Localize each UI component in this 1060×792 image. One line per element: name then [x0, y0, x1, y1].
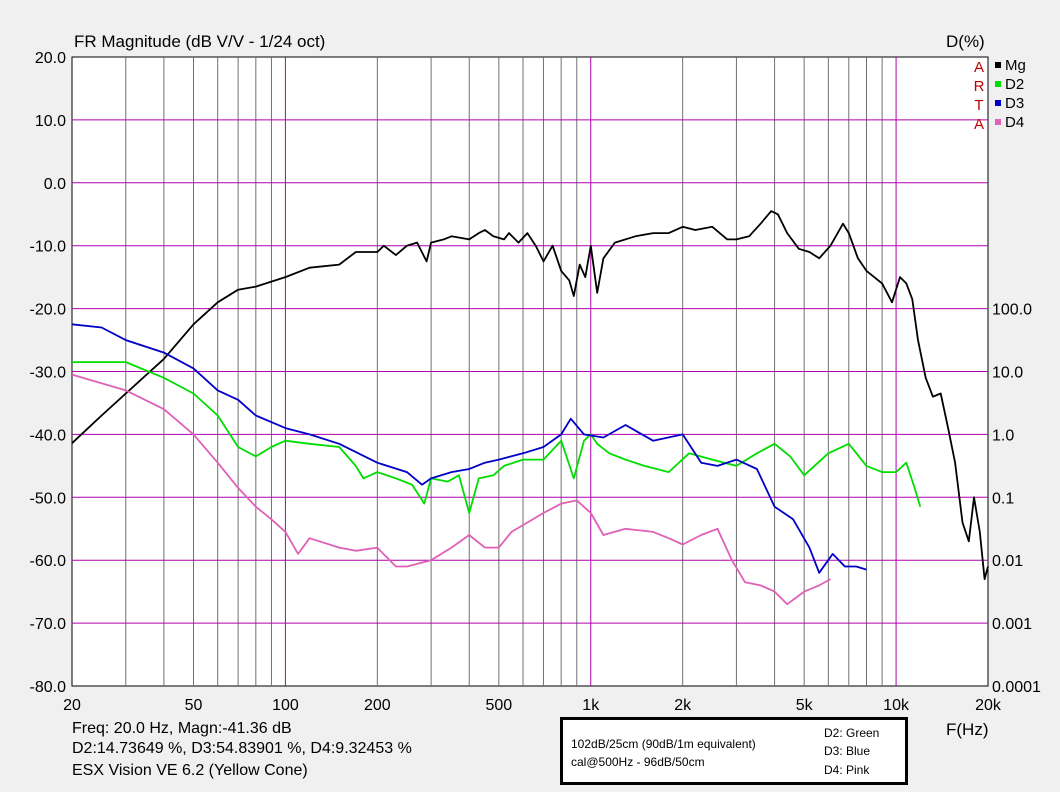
legend-label-d2: D2	[1005, 76, 1024, 93]
arta-logo-letter: T	[974, 97, 983, 114]
y2-tick-label: 0.0001	[992, 679, 1041, 696]
series-mg-line	[71, 210, 989, 580]
chart-title: FR Magnitude (dB V/V - 1/24 oct)	[74, 32, 326, 51]
arta-logo-letter: A	[974, 116, 984, 133]
info-legend-d2: D2: Green	[824, 726, 880, 740]
x-tick-label: 200	[364, 697, 391, 714]
x-tick-label: 100	[272, 697, 299, 714]
y-tick-label: -10.0	[30, 239, 67, 256]
info-legend-d3: D3: Blue	[824, 744, 871, 758]
y-tick-label: -60.0	[30, 553, 67, 570]
x-tick-label: 20k	[975, 697, 1002, 714]
info-line-1: 102dB/25cm (90dB/1m equivalent)	[571, 737, 756, 751]
series-d2-line	[72, 361, 922, 514]
x-tick-label: 20	[63, 697, 81, 714]
info-legend-d4: D4: Pink	[824, 763, 870, 777]
data-series	[71, 210, 989, 606]
y-tick-label: 20.0	[35, 50, 66, 67]
y2-tick-label: 100.0	[992, 302, 1032, 319]
legend-swatch-mg	[995, 62, 1001, 68]
series-d4-line	[71, 373, 831, 606]
arta-logo-letter: R	[974, 78, 985, 95]
y-tick-label: -30.0	[30, 365, 67, 382]
y-axis-ticks: 20.0 10.0 0.0 -10.0 -20.0 -30.0 -40.0 -50.0 -60.…	[30, 50, 67, 696]
grid-lines	[72, 57, 988, 686]
y-tick-label: -50.0	[30, 490, 67, 507]
y2-axis-ticks: 100.0 10.0 1.0 0.1 0.01 0.001 0.0001	[992, 302, 1041, 696]
y-tick-label: -70.0	[30, 616, 67, 633]
x-axis-title: F(Hz)	[946, 720, 989, 739]
right-axis-title: D(%)	[946, 32, 985, 51]
x-axis-ticks: 20 50 100 200 500 1k 2k 5k 10k 20k	[63, 697, 1002, 714]
y2-tick-label: 0.001	[992, 616, 1032, 633]
y-tick-label: 0.0	[44, 176, 66, 193]
distortion-readout: D2:14.73649 %, D3:54.83901 %, D4:9.32453…	[72, 740, 412, 757]
legend-label-d3: D3	[1005, 95, 1024, 112]
legend-label-d4: D4	[1005, 114, 1024, 131]
y-tick-label: 10.0	[35, 113, 66, 130]
x-tick-label: 2k	[674, 697, 692, 714]
measurement-name: ESX Vision VE 6.2 (Yellow Cone)	[72, 762, 308, 779]
legend-swatch-d3	[995, 100, 1001, 106]
legend-swatch-d4	[995, 119, 1001, 125]
series-d3-line	[71, 323, 867, 574]
legend-label-mg: Mg	[1005, 57, 1026, 74]
y-tick-label: -80.0	[30, 679, 67, 696]
info-line-2: cal@500Hz - 96dB/50cm	[571, 755, 705, 769]
y2-tick-label: 1.0	[992, 427, 1014, 444]
legend-swatch-d2	[995, 81, 1001, 87]
y2-tick-label: 0.1	[992, 490, 1014, 507]
x-tick-label: 10k	[883, 697, 910, 714]
cursor-readout: Freq: 20.0 Hz, Magn:-41.36 dB	[72, 720, 292, 737]
x-tick-label: 500	[485, 697, 512, 714]
y-tick-label: -20.0	[30, 302, 67, 319]
info-box: 102dB/25cm (90dB/1m equivalent) cal@500H…	[560, 717, 908, 785]
arta-logo-letter: A	[974, 59, 984, 76]
y2-tick-label: 10.0	[992, 365, 1023, 382]
y-tick-label: -40.0	[30, 427, 67, 444]
y2-tick-label: 0.01	[992, 553, 1023, 570]
x-tick-label: 5k	[796, 697, 814, 714]
x-tick-label: 50	[185, 697, 203, 714]
x-tick-label: 1k	[582, 697, 600, 714]
legend: Mg D2 D3 D4	[995, 57, 1026, 131]
